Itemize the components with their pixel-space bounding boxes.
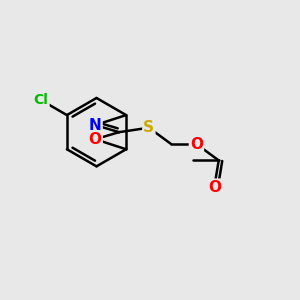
Text: Cl: Cl	[34, 93, 49, 107]
Text: O: O	[208, 180, 221, 195]
Text: O: O	[190, 136, 203, 152]
Text: N: N	[89, 118, 102, 133]
Text: S: S	[143, 120, 155, 135]
Text: O: O	[89, 132, 102, 147]
